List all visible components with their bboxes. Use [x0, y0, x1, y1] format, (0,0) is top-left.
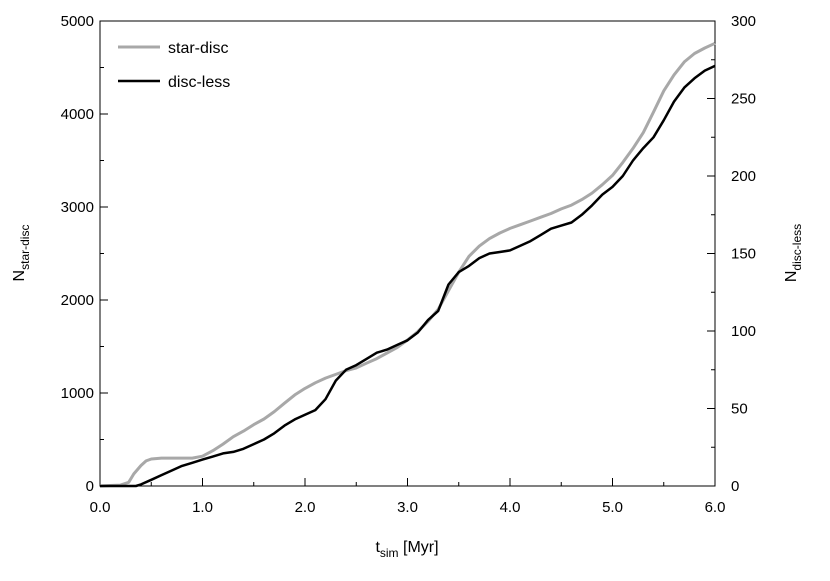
legend-label-star-disc: star-disc	[168, 40, 228, 57]
y-right-tick-label: 300	[731, 13, 756, 30]
legend-label-disc-less: disc-less	[168, 74, 230, 91]
x-tick-label: 2.0	[295, 499, 316, 516]
y-left-axis-title: Nstar-disc	[11, 225, 32, 282]
y-right-tick-label: 50	[731, 401, 748, 418]
x-axis-title-sub: sim	[380, 546, 399, 560]
y-right-tick-label: 0	[731, 478, 739, 495]
y-right-tick-label: 200	[731, 168, 756, 185]
series-line-star-disc	[99, 41, 716, 488]
tick-labels: 0.0 1.0 2.0 3.0 4.0 5.0 6.00100020003000400050…	[61, 13, 756, 516]
x-tick-label: 3.0	[397, 499, 418, 516]
y-right-axis-title-sub: disc-less	[790, 224, 804, 271]
y-right-axis-title: Ndisc-less	[783, 224, 804, 282]
x-tick-label: 6.0	[705, 499, 726, 516]
y-left-tick-label: 3000	[61, 199, 94, 216]
x-axis-title-suffix: [Myr]	[399, 539, 439, 556]
legend: star-disc disc-less	[118, 40, 230, 91]
x-tick-label: 0.0	[90, 499, 111, 516]
y-left-tick-label: 1000	[61, 385, 94, 402]
y-left-tick-label: 4000	[61, 106, 94, 123]
y-right-tick-label: 250	[731, 91, 756, 108]
x-axis-title: tsim [Myr]	[375, 539, 438, 560]
y-left-tick-label: 0	[86, 478, 94, 495]
x-tick-label: 4.0	[500, 499, 521, 516]
y-left-axis-title-main: N	[11, 270, 28, 282]
y-right-tick-label: 150	[731, 246, 756, 263]
series-line-disc-less	[100, 64, 716, 488]
y-right-axis-title-main: N	[783, 271, 800, 283]
series-lines	[99, 41, 716, 488]
y-right-tick-label: 100	[731, 323, 756, 340]
x-tick-label: 5.0	[602, 499, 623, 516]
axis-ticks	[99, 20, 716, 487]
y-left-axis-title-sub: star-disc	[18, 225, 32, 270]
x-axis-title-main: t	[375, 539, 380, 556]
x-tick-label: 1.0	[192, 499, 213, 516]
chart-area: 0.0 1.0 2.0 3.0 4.0 5.0 6.00100020003000400050…	[61, 13, 756, 516]
y-left-tick-label: 5000	[61, 13, 94, 30]
y-left-tick-label: 2000	[61, 292, 94, 309]
